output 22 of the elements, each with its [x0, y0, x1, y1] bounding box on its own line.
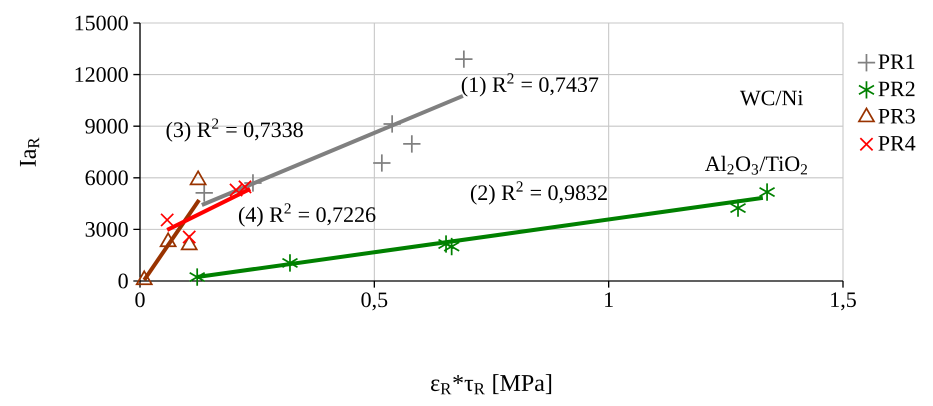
legend-label: PR3: [878, 108, 915, 124]
y-tick-label: 9000: [85, 118, 128, 134]
x-tick-label: 1,5: [831, 292, 856, 310]
annotation: (3) R$^{2}$ = 0,7338: [166, 118, 303, 142]
y-tick-label: 6000: [86, 170, 128, 186]
legend-label: PR4: [878, 136, 916, 151]
legend-label: PR1: [878, 54, 914, 69]
y-axis-title: Ia$_{R}$: [20, 137, 40, 166]
y-tick-label: 15000: [76, 16, 128, 30]
x-tick-label: 0,5: [361, 292, 388, 310]
annotation: (2) R$^{2}$ = 0,9832: [470, 181, 607, 205]
x-axis-title: ε$_{R}$*τ$_{R}$ [MPa]: [431, 374, 552, 394]
legend-label: PR2: [878, 82, 914, 96]
x-tick-label: 0: [135, 292, 145, 308]
annotation: Al$_{2}$O$_{3}$/TiO$_{2}$: [704, 156, 807, 175]
y-tick-label: 3000: [86, 222, 128, 237]
y-tick-label: 12000: [76, 67, 128, 82]
x-tick-label: 1: [605, 292, 613, 307]
annotation: WC/Ni: [740, 90, 804, 106]
annotation: (4) R$^{2}$ = 0,7226: [238, 203, 376, 227]
y-tick-label: 0: [118, 274, 128, 288]
annotation: (1) R$^{2}$ = 0,7437: [462, 73, 598, 97]
